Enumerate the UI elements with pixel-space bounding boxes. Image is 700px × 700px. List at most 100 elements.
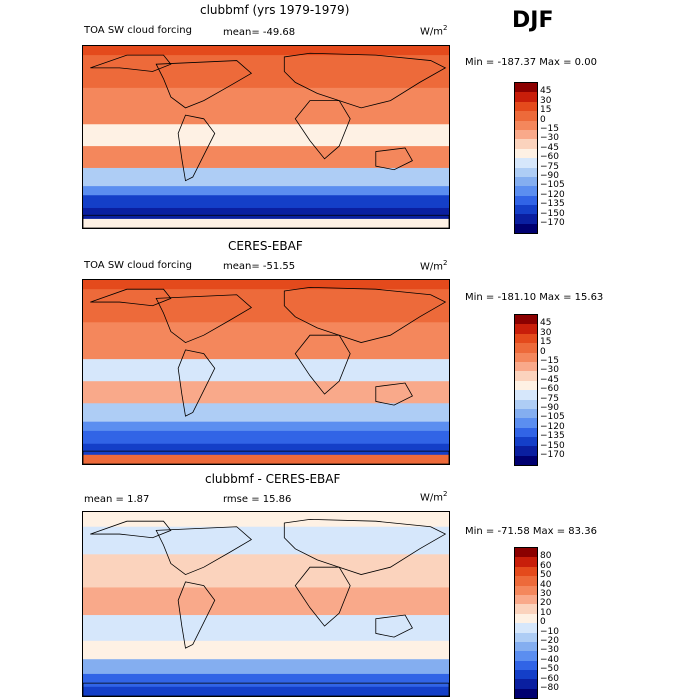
panel-3-units: W/m2 [420, 490, 448, 504]
colorbar-tick-label: −90 [540, 403, 559, 413]
colorbar-tick-label: 0 [540, 114, 546, 125]
colorbar-tick-label: −150 [540, 208, 565, 219]
colorbar-swatch [515, 594, 537, 605]
colorbar-swatch [515, 613, 537, 624]
coastline [83, 682, 449, 696]
colorbar-swatch [515, 604, 537, 614]
map-band [83, 554, 449, 589]
map-field [83, 512, 449, 696]
colorbar-tick-label: −15 [540, 356, 559, 366]
colorbar-tick-label: 0 [540, 617, 546, 628]
colorbar-swatch [515, 361, 537, 372]
colorbar-tick-label: −170 [540, 218, 565, 228]
panel-3-title: clubbmf - CERES-EBAF [205, 472, 341, 486]
map-band [83, 55, 449, 89]
colorbar-tick-label: 15 [540, 337, 552, 348]
panel-1-units: W/m2 [420, 24, 448, 38]
colorbar-tick-label: −80 [540, 683, 559, 693]
colorbar-tick-label: −30 [540, 365, 559, 376]
season-label: DJF [512, 8, 554, 33]
map-band [83, 359, 449, 383]
panel-1-minmax: Min = -187.37 Max = 0.00 [465, 57, 597, 68]
colorbar-swatch [515, 352, 537, 362]
map-band [83, 46, 449, 57]
colorbar-swatch [515, 371, 537, 381]
colorbar-swatch [515, 333, 537, 344]
coastline [177, 349, 216, 417]
colorbar-tick-label: 45 [540, 318, 552, 329]
panel-3-map [82, 511, 450, 697]
colorbar-swatch [515, 670, 537, 680]
colorbar-tick-label: −60 [540, 673, 559, 684]
colorbar-swatch [515, 390, 537, 400]
coastline [90, 54, 172, 72]
colorbar-swatch [515, 195, 537, 206]
colorbar-tick-label: 40 [540, 579, 552, 590]
colorbar-swatch [515, 111, 537, 121]
colorbar-swatch [515, 120, 537, 130]
colorbar-swatch [515, 223, 537, 234]
colorbar-tick-label: −60 [540, 152, 559, 163]
coastline [375, 382, 413, 406]
colorbar-tick-label: 0 [540, 346, 546, 357]
colorbar-swatch [515, 167, 537, 177]
colorbar-swatch [515, 557, 537, 567]
colorbar-tick-label: −135 [540, 431, 565, 442]
panel-2-title: CERES-EBAF [228, 239, 303, 253]
map-band [83, 289, 449, 324]
colorbar-tick-label: −120 [540, 189, 565, 200]
map-band [83, 430, 449, 445]
map-band [83, 322, 449, 361]
map-field [83, 280, 449, 464]
colorbar-swatch [515, 399, 537, 409]
colorbar-tick-label: 15 [540, 105, 552, 116]
colorbar-swatch [515, 641, 537, 652]
panel-1-variable-label: TOA SW cloud forcing [84, 25, 192, 36]
panel-2-colorbar [514, 314, 538, 467]
colorbar-tick-label: 80 [540, 551, 552, 562]
colorbar-swatch [515, 566, 537, 577]
map-band [83, 659, 449, 675]
coastline [283, 518, 447, 575]
colorbar-tick-label: −75 [540, 393, 559, 404]
map-band [83, 186, 449, 197]
colorbar-swatch [515, 576, 537, 586]
colorbar-tick-label: −90 [540, 171, 559, 181]
colorbar-swatch [515, 688, 537, 699]
panel-2-variable-label: TOA SW cloud forcing [84, 260, 192, 271]
colorbar-swatch [515, 632, 537, 642]
panel-1-colorbar [514, 82, 538, 235]
colorbar-tick-label: −50 [540, 664, 559, 675]
map-band [83, 421, 449, 432]
colorbar-tick-label: 50 [540, 570, 552, 581]
colorbar-swatch [515, 679, 537, 689]
colorbar-swatch [515, 437, 537, 447]
map-band [83, 87, 449, 126]
colorbar-tick-label: 10 [540, 607, 552, 618]
map-band [83, 207, 449, 220]
coastline [375, 614, 413, 638]
panel-1-title: clubbmf (yrs 1979-1979) [200, 3, 350, 17]
colorbar-swatch [515, 176, 537, 187]
coastline [155, 60, 253, 109]
map-band [83, 124, 449, 148]
colorbar-tick-label: 20 [540, 598, 552, 609]
colorbar-tick-label: −135 [540, 199, 565, 210]
map-band [83, 640, 449, 661]
map-band [83, 218, 449, 228]
colorbar-tick-label: −60 [540, 384, 559, 395]
colorbar-swatch [515, 651, 537, 661]
colorbar-swatch [515, 623, 537, 633]
coastline [294, 100, 351, 160]
panel-2-minmax: Min = -181.10 Max = 15.63 [465, 292, 604, 303]
coastline [155, 294, 253, 344]
colorbar-tick-label: 30 [540, 589, 552, 599]
map-band [83, 146, 449, 169]
colorbar-swatch [515, 418, 537, 428]
colorbar-tick-label: −105 [540, 412, 565, 423]
panel-3-mean: mean = 1.87 [84, 494, 150, 505]
coastline [83, 214, 449, 228]
colorbar-tick-label: −75 [540, 161, 559, 172]
colorbar-tick-label: 30 [540, 327, 552, 338]
colorbar-swatch [515, 315, 537, 325]
